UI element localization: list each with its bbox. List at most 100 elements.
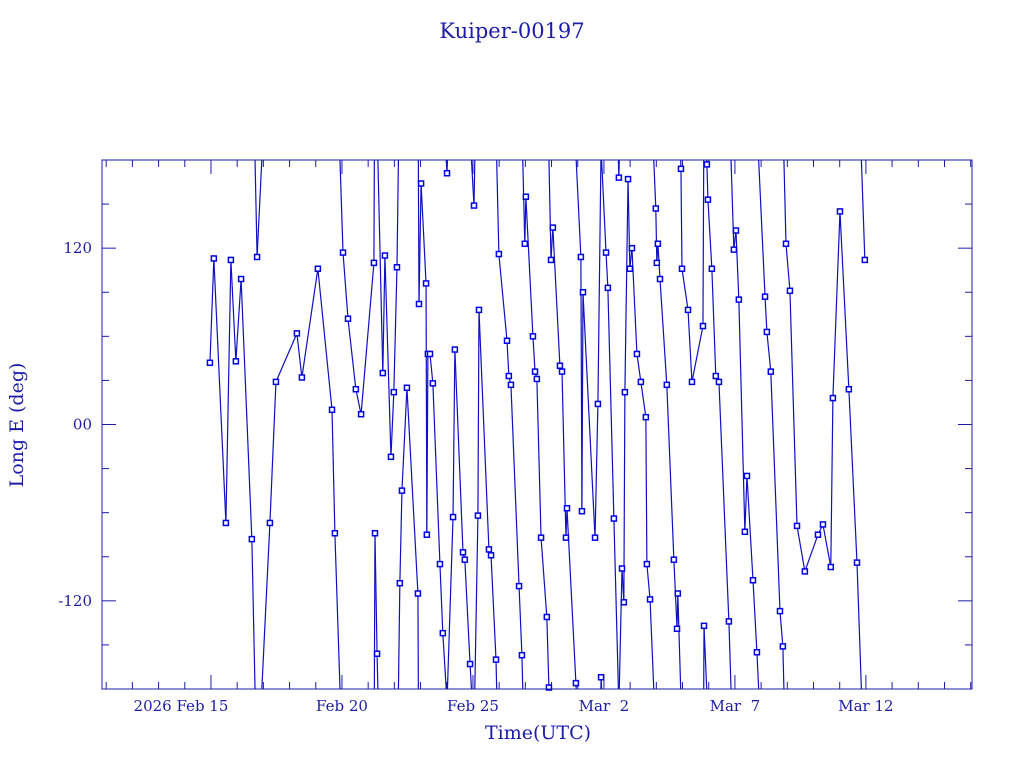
- series-segment: [525, 196, 534, 337]
- series-segment: [261, 522, 271, 690]
- data-point: [379, 369, 387, 377]
- data-point: [670, 556, 678, 563]
- data-point: [331, 529, 339, 537]
- series-segment: [536, 378, 542, 538]
- data-point: [426, 350, 434, 358]
- data-point: [732, 227, 740, 234]
- x-tick-label: 2026 Feb 15: [134, 697, 229, 715]
- series-segment: [746, 475, 754, 581]
- series-segment: [856, 562, 862, 690]
- series-segment: [256, 159, 263, 258]
- data-point: [423, 531, 431, 538]
- series-segment: [397, 583, 401, 690]
- series-segment: [396, 159, 400, 268]
- data-point: [396, 579, 404, 587]
- data-point: [741, 528, 749, 536]
- data-point: [390, 388, 398, 396]
- data-point: [703, 161, 711, 168]
- x-tick-label: Mar 12: [838, 697, 893, 715]
- series-segment: [339, 159, 344, 253]
- data-point: [543, 613, 551, 621]
- data-point: [653, 259, 661, 267]
- data-point: [626, 265, 634, 272]
- data-point: [836, 208, 844, 215]
- x-tick-label: Feb 20: [316, 697, 368, 715]
- data-point: [708, 265, 716, 272]
- series-segment: [627, 179, 631, 269]
- data-point: [642, 413, 650, 421]
- series-segment: [418, 183, 422, 305]
- data-point: [652, 205, 660, 212]
- series-segment: [442, 633, 447, 690]
- data-point: [643, 560, 651, 568]
- series-segment: [347, 318, 357, 390]
- data-point: [637, 378, 645, 386]
- data-point: [814, 531, 822, 538]
- series-segment: [783, 159, 787, 244]
- data-point: [328, 406, 336, 414]
- data-point: [248, 535, 256, 543]
- data-point: [429, 380, 437, 387]
- data-point: [793, 522, 801, 530]
- y-tick-label: 00: [73, 416, 92, 434]
- series-segment: [225, 259, 232, 523]
- series-segment: [718, 381, 730, 622]
- data-point: [615, 174, 623, 181]
- data-point: [673, 625, 681, 633]
- series-segment: [301, 268, 319, 378]
- series-segment: [374, 533, 378, 654]
- data-point: [715, 378, 723, 386]
- data-point: [654, 240, 662, 248]
- series-segment: [269, 381, 277, 523]
- plot-frame: [101, 159, 973, 690]
- data-point: [549, 224, 557, 231]
- data-point: [700, 622, 708, 630]
- data-point: [602, 249, 610, 256]
- data-point: [725, 618, 733, 625]
- y-axis-label: Long E (deg): [6, 363, 28, 488]
- data-point: [779, 643, 787, 650]
- data-point: [443, 169, 451, 177]
- series-segment: [597, 159, 602, 404]
- data-point: [562, 534, 570, 541]
- series-segment: [605, 252, 609, 288]
- series-segment: [706, 164, 709, 200]
- data-point: [253, 253, 261, 261]
- data-point: [579, 289, 587, 296]
- data-point: [604, 284, 612, 292]
- data-point: [674, 590, 682, 597]
- series-segment: [594, 403, 599, 538]
- series-segment: [707, 199, 713, 269]
- data-point: [597, 673, 605, 681]
- series-segment: [796, 525, 806, 572]
- data-point: [782, 240, 790, 248]
- series-segment: [429, 353, 434, 384]
- series-segment: [770, 371, 781, 612]
- data-point: [763, 328, 771, 336]
- series-segment: [653, 159, 657, 209]
- series-segment: [789, 290, 798, 526]
- series-segment: [782, 646, 785, 690]
- data-point: [628, 244, 636, 252]
- data-point: [387, 453, 395, 461]
- series-segment: [317, 268, 333, 410]
- data-point: [624, 175, 632, 183]
- series-segment: [636, 353, 642, 382]
- data-point: [474, 512, 482, 519]
- series-segment: [506, 340, 510, 377]
- data-point: [678, 265, 686, 272]
- series-segment: [601, 159, 607, 253]
- series-segment: [469, 663, 473, 690]
- series-segment: [235, 278, 242, 362]
- series-segment: [464, 559, 471, 665]
- series-segment: [677, 593, 682, 690]
- series-segment: [785, 243, 791, 291]
- series-segment: [860, 159, 866, 260]
- series-segment: [478, 309, 490, 550]
- data-point: [786, 287, 794, 295]
- series-segment: [296, 333, 303, 378]
- series-segment: [659, 278, 668, 385]
- series-segment: [473, 159, 476, 206]
- data-point: [417, 180, 425, 187]
- data-point: [227, 256, 235, 264]
